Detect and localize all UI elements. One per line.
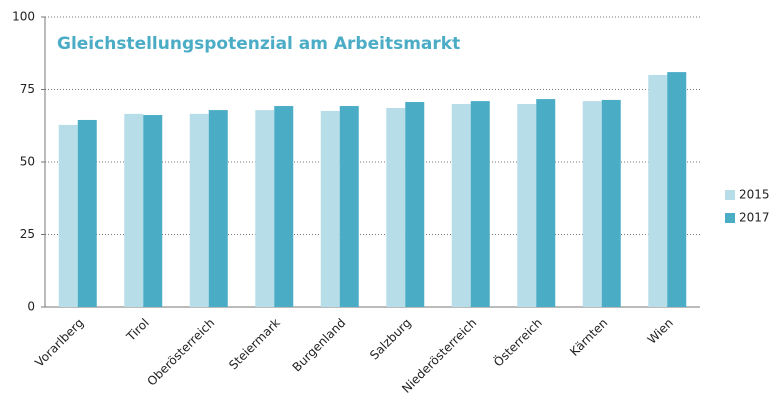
bar	[601, 99, 621, 307]
bar	[320, 110, 340, 308]
x-tick-label: Wien	[645, 316, 676, 347]
bar	[536, 99, 556, 307]
legend-swatch	[725, 190, 735, 200]
bar	[58, 124, 78, 307]
chart-title: Gleichstellungspotenzial am Arbeitsmarkt	[57, 34, 460, 54]
bar	[274, 106, 294, 307]
x-tick-label: Tirol	[123, 316, 152, 345]
bar	[339, 106, 359, 307]
y-tick-label: 100	[12, 10, 35, 24]
y-tick-label: 50	[20, 155, 35, 169]
y-tick-label: 75	[20, 82, 35, 96]
x-tick-label: Kärnten	[567, 316, 610, 359]
bar	[470, 101, 490, 307]
bar	[517, 104, 537, 307]
x-tick-label: Salzburg	[367, 316, 414, 363]
bar	[77, 119, 97, 307]
bar	[208, 110, 228, 307]
bar	[255, 110, 275, 307]
bar	[405, 101, 425, 307]
bar	[667, 72, 687, 307]
bar	[648, 75, 668, 307]
x-tick-label: Österreich	[490, 314, 545, 369]
bar	[143, 115, 163, 308]
bar	[189, 113, 209, 307]
bar	[451, 104, 471, 307]
x-tick-label: Steiermark	[226, 316, 283, 373]
bar	[386, 108, 406, 307]
y-tick-label: 25	[20, 227, 35, 241]
y-tick-label: 0	[27, 300, 35, 314]
x-tick-label: Oberösterreich	[144, 316, 217, 389]
legend-swatch	[725, 213, 735, 223]
legend-label: 2017	[739, 211, 770, 225]
legend-label: 2015	[739, 188, 770, 202]
bar	[582, 101, 602, 307]
x-tick-label: Burgenland	[290, 316, 349, 375]
bar	[124, 113, 144, 307]
x-tick-label: Vorarlberg	[32, 316, 86, 370]
